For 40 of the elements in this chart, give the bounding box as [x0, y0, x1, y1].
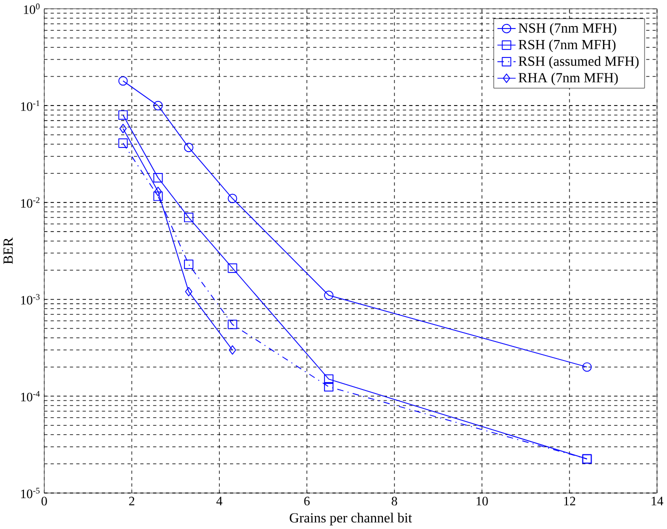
point	[582, 362, 592, 372]
point	[118, 138, 128, 148]
point	[184, 212, 194, 222]
legend-label: NSH (7nm MFH)	[518, 23, 616, 36]
y-tick-label: 10$^{-4}$	[21, 391, 40, 402]
point	[154, 186, 162, 196]
x-tick-label: 12	[564, 496, 576, 506]
y-tick-label: 10$^{-1}$	[21, 100, 40, 111]
point	[184, 260, 194, 270]
point	[228, 320, 238, 330]
point	[228, 263, 238, 273]
y-tick-label: 10$^{-2}$	[21, 197, 40, 208]
point	[119, 124, 127, 134]
point	[228, 345, 236, 355]
point	[118, 110, 128, 120]
point	[324, 374, 334, 384]
y-axis-title: BER	[4, 237, 13, 264]
legend-label: RSH (7nm MFH)	[518, 40, 616, 52]
point	[184, 142, 194, 152]
point	[185, 287, 192, 296]
point	[324, 290, 334, 300]
point	[153, 192, 163, 201]
x-axis-title: Grains per channel bit	[290, 512, 412, 526]
x-tick-label: 2	[129, 496, 134, 506]
y-tick-label: 10$^{-3}$	[21, 294, 40, 305]
legend-label: RHA (7nm MFH)	[518, 72, 618, 86]
x-tick-label: 8	[392, 496, 398, 506]
point	[153, 173, 163, 182]
x-tick-label: 10	[476, 496, 488, 506]
x-tick-label: 14	[652, 496, 664, 506]
point	[118, 76, 128, 86]
x-tick-label: 0	[42, 496, 47, 506]
point	[228, 194, 238, 204]
x-tick-label: 4	[216, 496, 222, 506]
legend-label: RSH (assumed MFH)	[518, 56, 639, 69]
point	[153, 100, 163, 110]
y-tick-label: 10$^{-5}$	[21, 488, 40, 498]
y-tick-label: 10$^{0}$	[24, 4, 40, 14]
point	[324, 382, 334, 392]
x-tick-label: 6	[304, 496, 310, 506]
